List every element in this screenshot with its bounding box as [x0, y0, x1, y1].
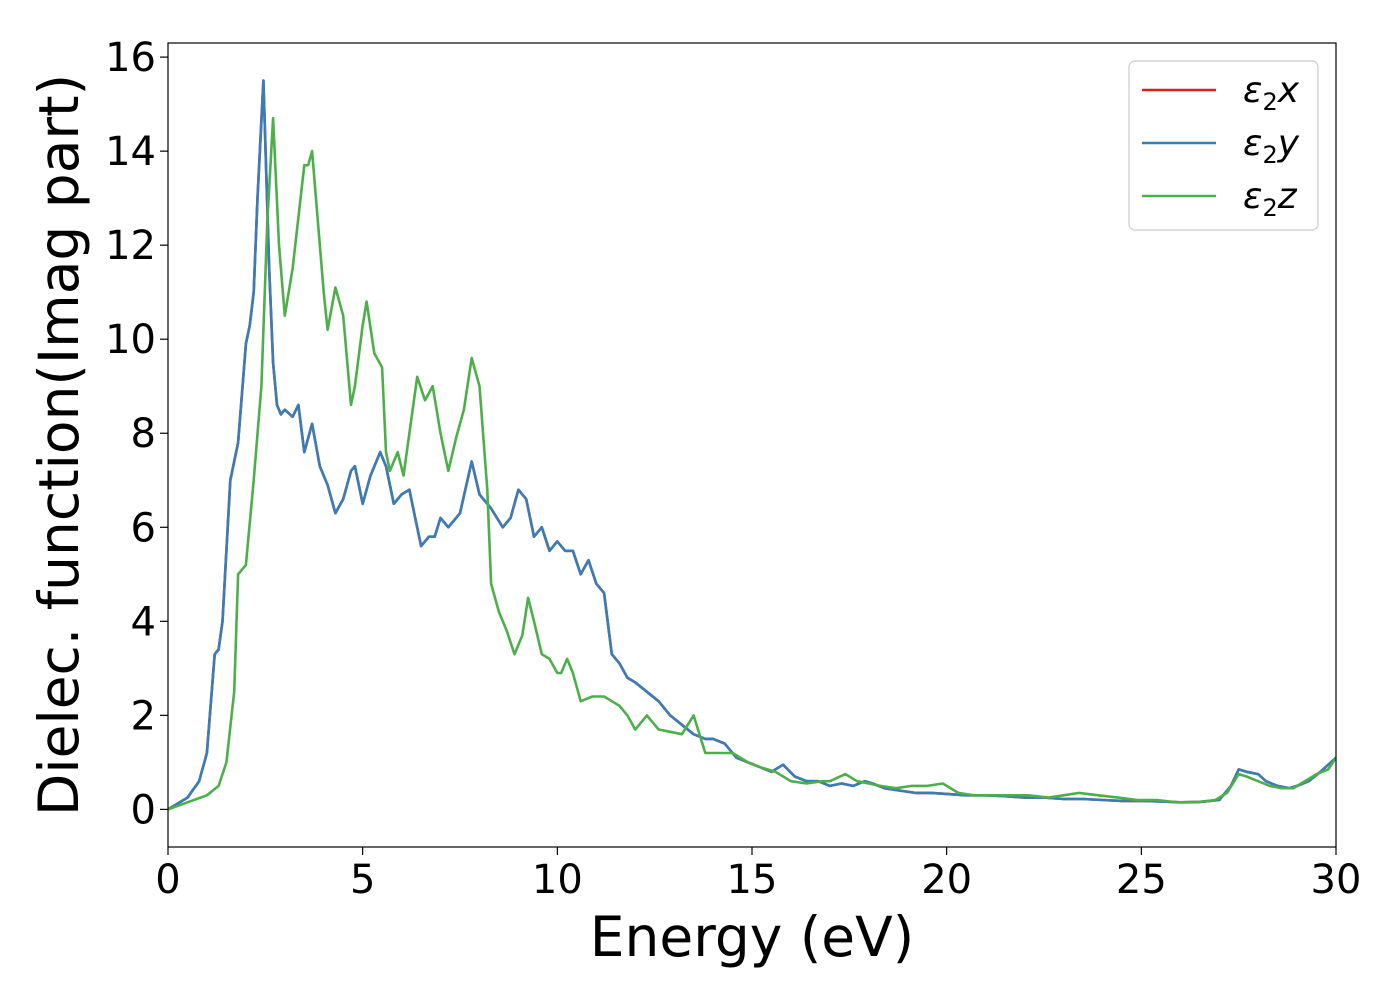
series-layer — [168, 79, 1336, 811]
y-axis-label: Dielec. function(Imag part) — [27, 74, 91, 816]
x-tick-label: 20 — [921, 857, 972, 903]
y-tick-label: 6 — [131, 505, 156, 551]
series-line-z — [168, 116, 1336, 811]
y-tick-label: 2 — [131, 693, 156, 739]
legend: ε2x ε2y ε2z — [1128, 60, 1319, 231]
x-tick-label: 15 — [727, 857, 778, 903]
y-tick-label: 10 — [105, 317, 156, 363]
x-axis-ticks: 0 5 10 15 20 25 30 — [155, 847, 1361, 903]
x-axis-label: Energy (eV) — [590, 905, 914, 969]
series-line-y — [168, 79, 1336, 811]
y-tick-label: 4 — [131, 599, 156, 645]
x-tick-label: 5 — [350, 857, 375, 903]
y-tick-label: 16 — [105, 35, 156, 81]
x-tick-label: 25 — [1116, 857, 1167, 903]
x-tick-label: 0 — [155, 857, 180, 903]
y-tick-label: 12 — [105, 223, 156, 269]
legend-label-y: ε2y — [1243, 123, 1300, 169]
x-tick-label: 10 — [532, 857, 583, 903]
legend-label-x: ε2x — [1243, 70, 1300, 116]
x-tick-label: 30 — [1311, 857, 1362, 903]
legend-label-z: ε2z — [1243, 176, 1298, 222]
y-axis-ticks: 0 2 4 6 8 10 12 14 16 — [105, 35, 168, 833]
y-tick-label: 14 — [105, 129, 156, 175]
legend-box — [1128, 60, 1319, 231]
y-tick-label: 0 — [131, 787, 156, 833]
y-tick-label: 8 — [131, 411, 156, 457]
